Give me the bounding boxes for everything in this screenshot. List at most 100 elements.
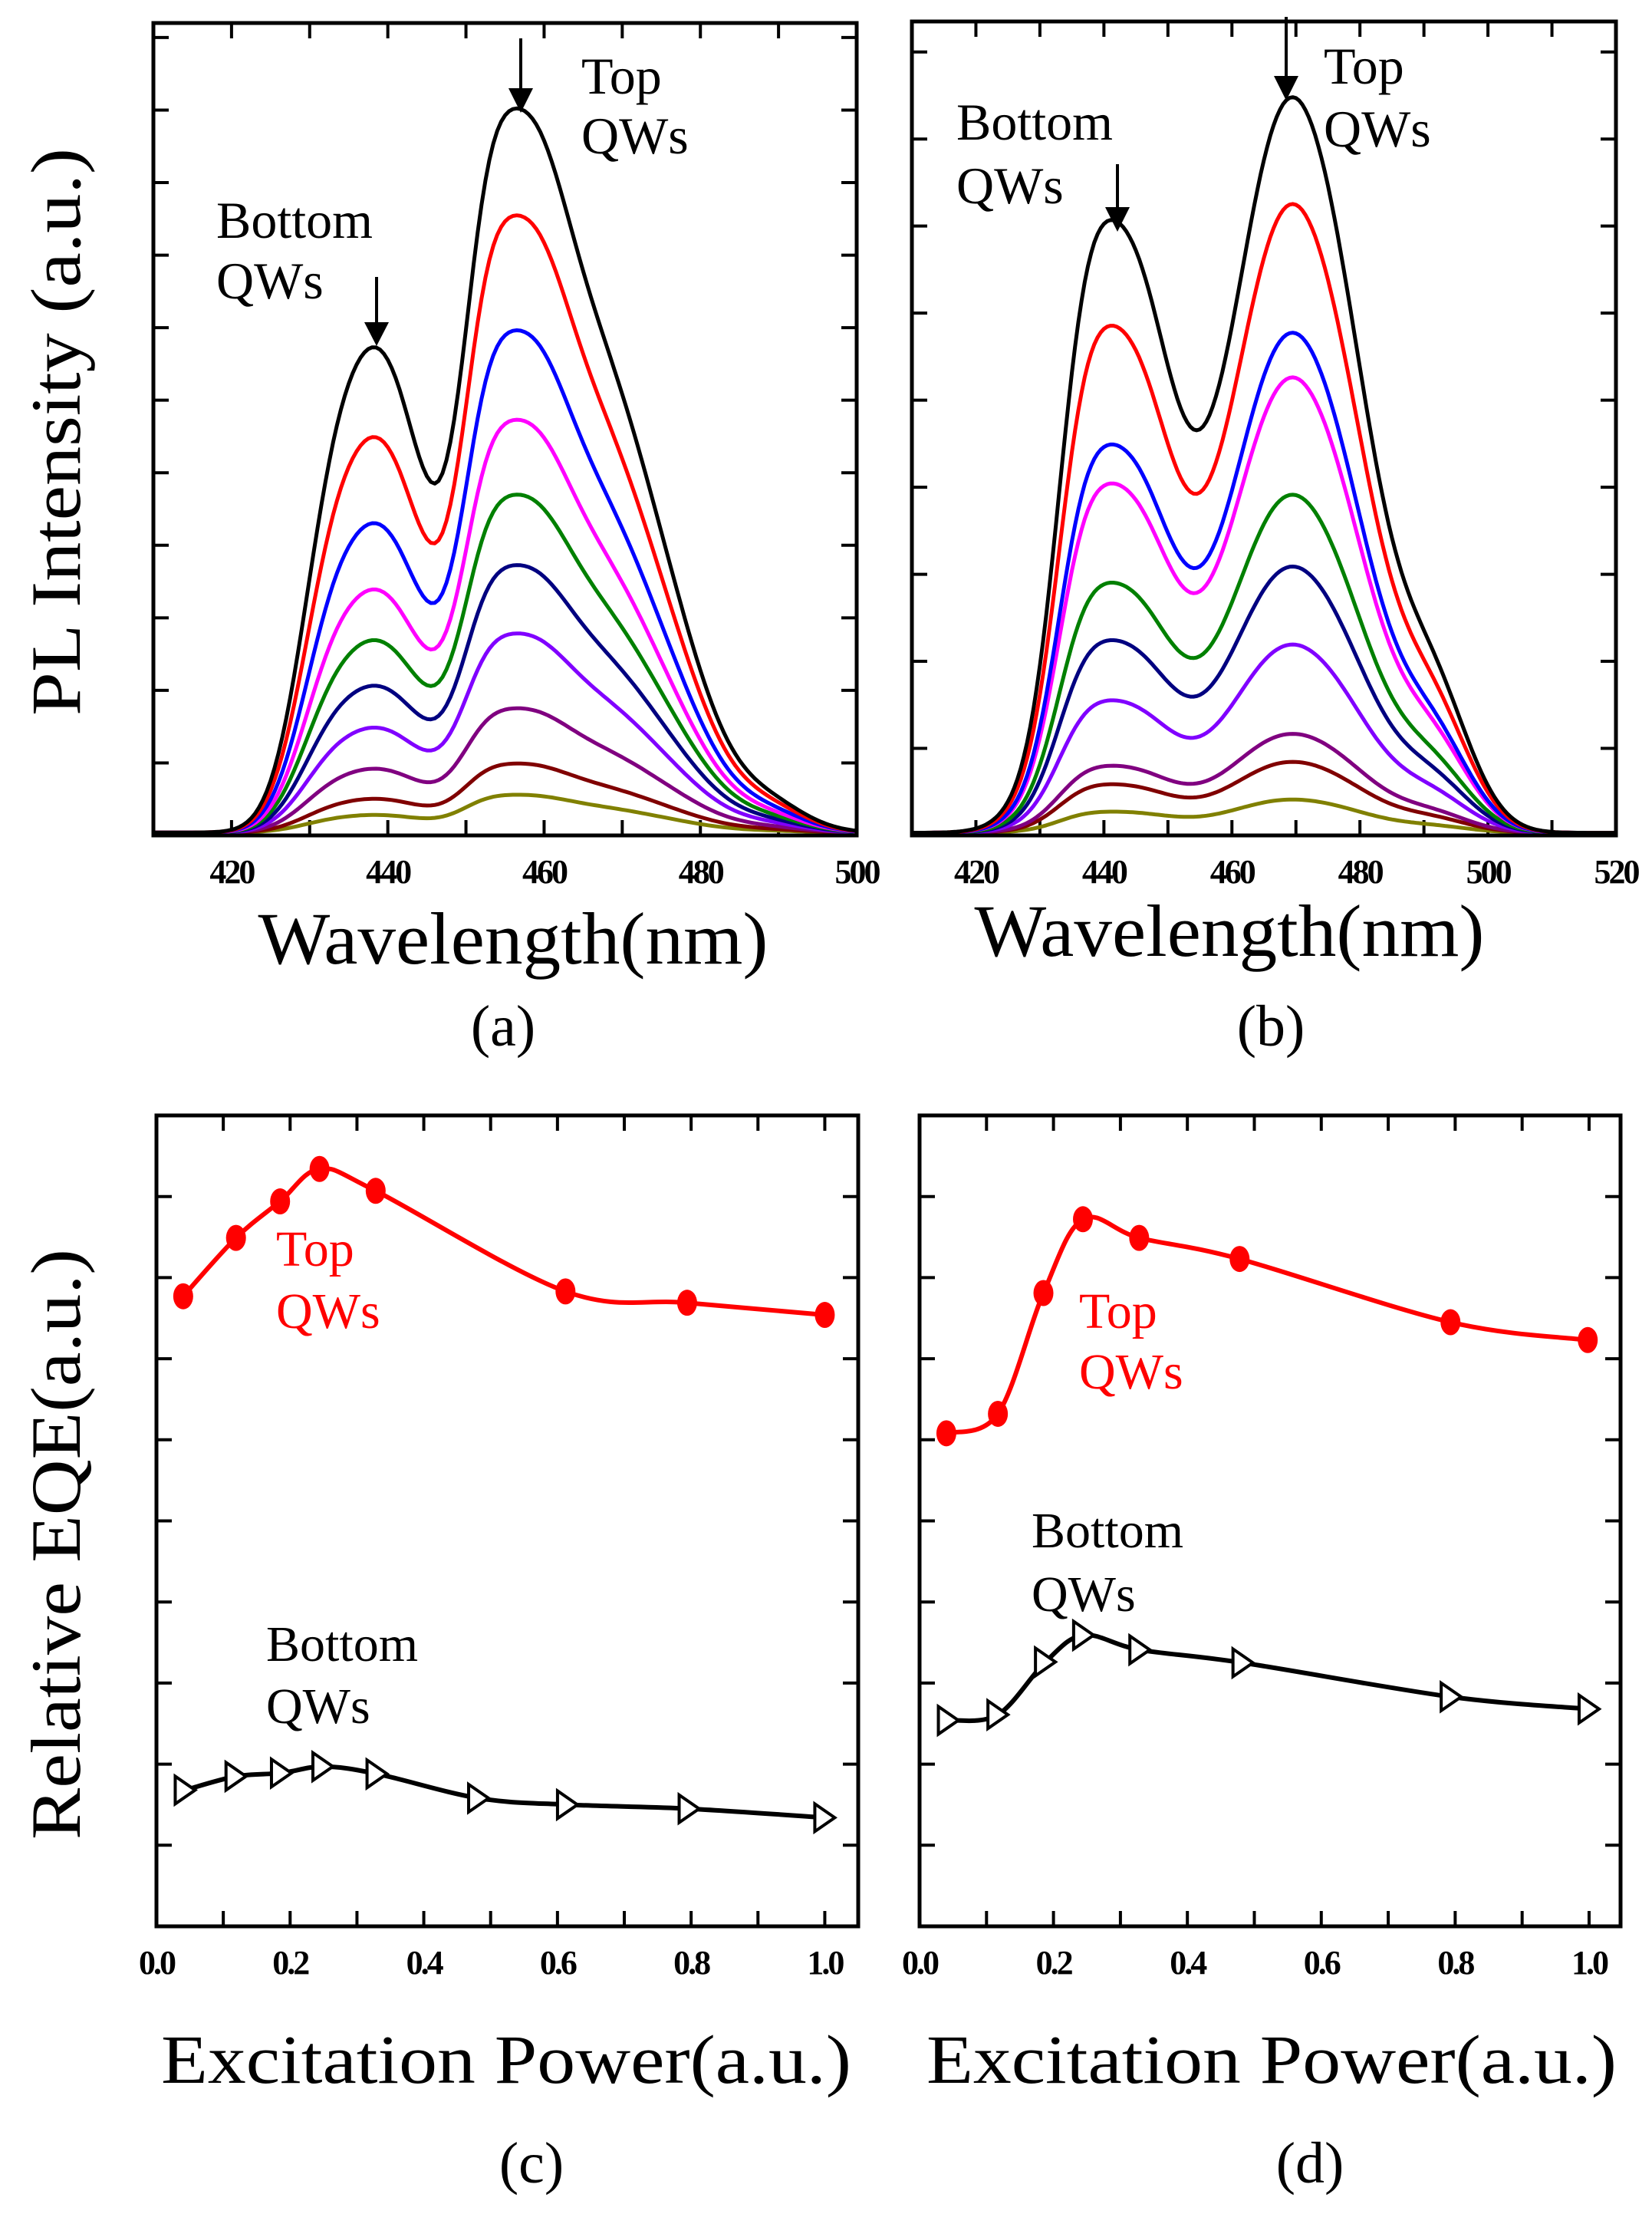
plot-frame — [910, 19, 1618, 838]
x-tick-label: 480 — [679, 853, 724, 891]
x-tick-label: 0.0 — [139, 1944, 176, 1982]
x-tick-label: 0.6 — [540, 1944, 577, 1982]
panel-b-spectra: 420 440 460 480 500 520 — [910, 19, 1642, 891]
panel-label-c: (c) — [499, 2131, 564, 2196]
x-axis-title-c: Excitation Power(a.u.) — [161, 2022, 851, 2098]
data-point-top-qws — [936, 1420, 956, 1447]
arrow-bottom-peak-b — [1105, 164, 1130, 232]
panel-label-d: (d) — [1276, 2131, 1344, 2196]
x-axis-title-a: Wavelength(nm) — [258, 898, 768, 980]
x-axis-title-d: Excitation Power(a.u.) — [926, 2022, 1617, 2098]
x-tick-label: 500 — [1466, 853, 1512, 891]
data-point-top-qws — [1229, 1246, 1250, 1273]
x-tick-label: 460 — [522, 853, 568, 891]
data-point-bottom-qws — [936, 1703, 962, 1738]
data-point-bottom-qws — [986, 1698, 1011, 1731]
plot-frame — [917, 1113, 1623, 1929]
x-tick-label: 0.4 — [406, 1944, 444, 1982]
spectrum-line-p4 — [912, 642, 1616, 835]
x-tick-label: 460 — [1210, 853, 1255, 891]
data-point-bottom-qws — [467, 1781, 492, 1815]
x-tick-label: 500 — [835, 853, 880, 891]
spectrum-line-p6 — [912, 493, 1616, 835]
spectrum-line-p3 — [153, 706, 857, 835]
data-point-top-qws — [270, 1188, 291, 1215]
data-point-top-qws — [1033, 1280, 1054, 1306]
panel-label-a: (a) — [471, 994, 535, 1059]
annotation-bottom-qws-c-line1: Bottom — [266, 1616, 418, 1672]
data-point-top-qws — [173, 1283, 193, 1310]
annotation-bottom-qws-c-line2: QWs — [266, 1679, 370, 1735]
x-tick-label: 1.0 — [1571, 1944, 1608, 1982]
data-point-top-qws — [988, 1400, 1009, 1427]
x-tick-label: 0.8 — [1437, 1944, 1474, 1982]
data-point-top-qws — [365, 1178, 386, 1204]
spectrum-line-p2 — [153, 761, 857, 835]
panel-a-spectra: 420 440 460 480 500 — [151, 21, 883, 891]
x-tick-label: 0.6 — [1304, 1944, 1341, 1982]
annotation-bottom-qws-b-line1: Bottom — [956, 93, 1113, 151]
x-tick-label: 0.4 — [1170, 1944, 1207, 1982]
data-point-top-qws — [814, 1302, 835, 1329]
annotation-top-qws-c-line2: QWs — [276, 1283, 380, 1339]
spectrum-line-p10 — [911, 95, 1616, 835]
data-point-bottom-qws — [1128, 1632, 1153, 1667]
spectrum-line-p7 — [153, 417, 857, 835]
data-point-bottom-qws — [555, 1787, 581, 1822]
annotation-bottom-qws-b-line2: QWs — [956, 156, 1064, 215]
annotation-top-qws-a-line2: QWs — [581, 107, 689, 165]
x-tick-label: 440 — [366, 853, 411, 891]
arrow-bottom-peak-a — [364, 277, 389, 346]
x-tick-label: 480 — [1338, 853, 1384, 891]
x-tick-label: 0.0 — [902, 1944, 939, 1982]
plot-frame — [154, 1113, 861, 1929]
data-point-bottom-qws — [224, 1759, 249, 1794]
data-point-bottom-qws — [173, 1773, 198, 1807]
spectrum-line-p4 — [153, 631, 857, 835]
plot-frame — [151, 21, 859, 838]
annotation-top-qws-a-line1: Top — [581, 47, 662, 105]
spectrum-line-p5 — [912, 565, 1616, 835]
spectrum-line-p6 — [153, 493, 857, 835]
annotation-top-qws-d-line2: QWs — [1079, 1344, 1183, 1400]
annotation-bottom-qws-a-line2: QWs — [216, 252, 324, 310]
spectrum-line-p9 — [153, 213, 857, 835]
annotation-top-qws-d-line1: Top — [1079, 1283, 1157, 1339]
data-point-bottom-qws — [311, 1749, 336, 1784]
data-point-bottom-qws — [1440, 1680, 1464, 1714]
data-point-bottom-qws — [813, 1801, 838, 1835]
panel-c-eqe: 0.0 0.2 0.4 0.6 0.8 1.0 — [139, 1113, 861, 1982]
panel-d-eqe: 0.0 0.2 0.4 0.6 0.8 1.0 — [902, 1113, 1623, 1982]
spectrum-line-p3 — [912, 732, 1616, 835]
spectrum-line-p10 — [153, 106, 857, 835]
data-point-bottom-qws — [1577, 1692, 1602, 1726]
data-point-bottom-qws — [1231, 1646, 1256, 1680]
data-point-top-qws — [225, 1224, 246, 1251]
arrow-top-peak-a — [508, 38, 533, 113]
spectrum-line-p8 — [912, 331, 1616, 835]
data-point-bottom-qws — [677, 1791, 703, 1826]
annotation-bottom-qws-d-line1: Bottom — [1032, 1503, 1183, 1559]
data-point-bottom-qws — [269, 1756, 295, 1791]
data-point-top-qws — [1578, 1326, 1598, 1353]
panel-label-b: (b) — [1237, 994, 1305, 1059]
annotation-top-qws-b-line1: Top — [1324, 37, 1404, 95]
data-point-top-qws — [676, 1290, 697, 1316]
annotation-bottom-qws-a-line1: Bottom — [216, 191, 373, 249]
annotation-top-qws-b-line2: QWs — [1324, 100, 1431, 158]
data-point-bottom-qws — [1071, 1618, 1097, 1652]
spectrum-line-p8 — [153, 328, 857, 835]
x-axis-title-b: Wavelength(nm) — [975, 890, 1485, 972]
x-tick-label: 420 — [954, 853, 999, 891]
spectrum-line-p5 — [153, 563, 857, 835]
data-point-bottom-qws — [365, 1757, 390, 1791]
x-tick-label: 440 — [1082, 853, 1127, 891]
x-tick-label: 0.2 — [272, 1944, 309, 1982]
x-tick-label: 0.2 — [1036, 1944, 1073, 1982]
x-tick-label: 420 — [209, 853, 255, 891]
annotation-bottom-qws-d-line2: QWs — [1032, 1567, 1136, 1623]
data-point-top-qws — [1440, 1309, 1461, 1336]
data-point-top-qws — [1129, 1224, 1150, 1251]
data-point-top-qws — [309, 1155, 330, 1182]
